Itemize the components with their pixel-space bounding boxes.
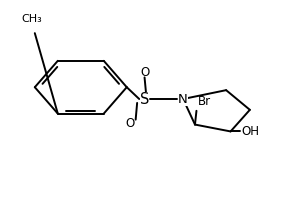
Text: OH: OH <box>241 125 259 138</box>
Text: O: O <box>125 117 134 130</box>
Text: O: O <box>140 66 149 79</box>
Text: N: N <box>178 92 188 106</box>
Text: Br: Br <box>198 95 211 108</box>
Text: S: S <box>140 91 149 107</box>
Text: CH₃: CH₃ <box>21 14 42 24</box>
